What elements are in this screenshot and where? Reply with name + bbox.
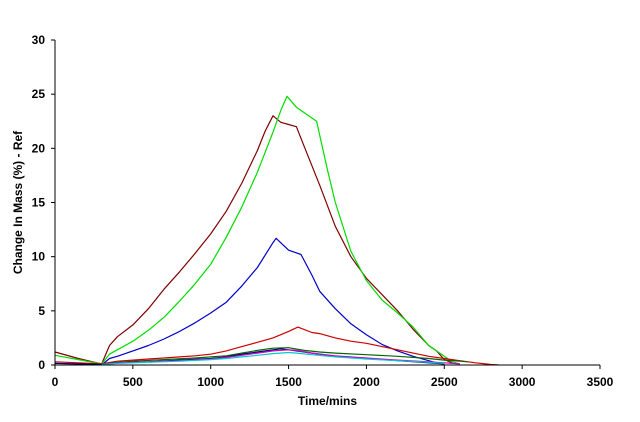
x-tick-label: 0 [52, 375, 59, 389]
x-tick-label: 1000 [197, 375, 224, 389]
series-line-2 [54, 95, 461, 365]
y-axis-ticks: 0 5 10 15 20 25 30 [32, 33, 55, 372]
series-group [54, 95, 499, 366]
x-axis-ticks: 0 500 1000 1500 2000 2500 3000 3500 [52, 365, 614, 389]
x-axis-title: Time/mins [298, 394, 357, 408]
series-line-4 [54, 326, 499, 366]
y-axis-title: Change In Mass (%) - Ref [11, 130, 25, 274]
y-tick-label: 15 [32, 196, 46, 210]
x-tick-label: 500 [123, 375, 143, 389]
y-tick-label: 5 [38, 304, 45, 318]
y-tick-label: 10 [32, 250, 46, 264]
x-tick-label: 1500 [275, 375, 302, 389]
y-tick-label: 20 [32, 141, 46, 155]
x-tick-label: 3500 [587, 375, 614, 389]
y-tick-label: 25 [32, 87, 46, 101]
x-tick-label: 2000 [353, 375, 380, 389]
x-tick-label: 3000 [509, 375, 536, 389]
y-tick-label: 0 [38, 358, 45, 372]
series-line-8 [101, 351, 445, 366]
x-tick-label: 2500 [431, 375, 458, 389]
series-line-1 [54, 115, 453, 365]
y-tick-label: 30 [32, 33, 46, 47]
series-line-5 [101, 347, 468, 366]
series-line-3 [101, 237, 445, 366]
